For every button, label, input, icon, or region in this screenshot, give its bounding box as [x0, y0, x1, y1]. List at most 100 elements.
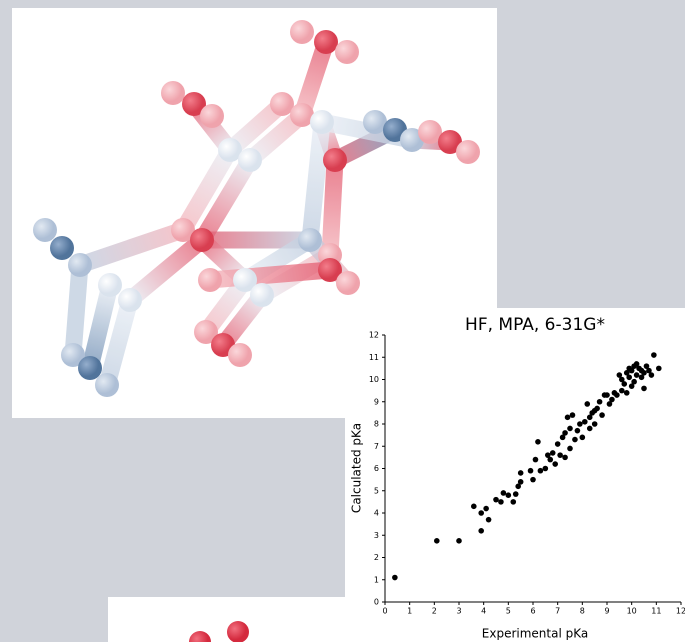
point [584, 401, 590, 407]
point [572, 437, 578, 443]
point [434, 538, 440, 544]
x-tick-label: 8 [580, 607, 585, 616]
atom [68, 253, 92, 277]
bond [330, 160, 335, 255]
atom [335, 40, 359, 64]
point [624, 390, 630, 396]
point [594, 406, 600, 412]
y-axis-label: Calculated pKa [350, 423, 364, 513]
point [597, 399, 603, 405]
point [656, 366, 662, 372]
point [518, 470, 524, 476]
x-tick-label: 12 [676, 607, 685, 616]
point [641, 386, 647, 392]
chart-title: HF, MPA, 6-31G* [465, 315, 605, 335]
point [565, 415, 571, 421]
x-tick-label: 5 [506, 607, 511, 616]
point [498, 499, 504, 505]
point [599, 412, 605, 418]
x-tick-label: 0 [382, 607, 387, 616]
point [639, 368, 645, 374]
atom [95, 373, 119, 397]
point [577, 421, 583, 427]
point [493, 497, 499, 503]
bond [310, 122, 322, 240]
y-tick-label: 0 [374, 598, 379, 607]
atom [310, 110, 334, 134]
point [557, 452, 563, 458]
atom [323, 148, 347, 172]
y-tick-label: 1 [374, 575, 379, 584]
y-tick-label: 5 [374, 486, 379, 495]
point [626, 366, 632, 372]
x-tick-label: 2 [432, 607, 437, 616]
point [506, 492, 512, 498]
point [570, 412, 576, 418]
point [555, 441, 561, 447]
x-tick-label: 9 [604, 607, 609, 616]
atom [78, 356, 102, 380]
point [530, 477, 536, 483]
point [471, 504, 477, 510]
atom [336, 271, 360, 295]
y-tick-label: 7 [374, 442, 379, 451]
y-tick-label: 4 [374, 509, 379, 518]
atom [118, 288, 142, 312]
atom [98, 273, 122, 297]
point [478, 510, 484, 516]
y-tick-label: 9 [374, 397, 379, 406]
atom [33, 218, 57, 242]
point [547, 457, 553, 463]
point [478, 528, 484, 534]
atom [50, 236, 74, 260]
y-tick-label: 2 [374, 553, 379, 562]
point [649, 372, 655, 378]
point [634, 361, 640, 367]
point [535, 439, 541, 445]
y-tick-label: 3 [374, 531, 379, 540]
point [562, 455, 568, 461]
y-tick-label: 8 [374, 420, 379, 429]
point [550, 450, 556, 456]
atom [238, 148, 262, 172]
y-tick-label: 11 [369, 353, 379, 362]
atom [227, 621, 249, 642]
page: {"chart_data": {"type": "scatter", "titl… [0, 0, 685, 642]
point [456, 538, 462, 544]
point [567, 446, 573, 452]
point [614, 392, 620, 398]
point [634, 372, 640, 378]
point [543, 466, 549, 472]
point [533, 457, 539, 463]
x-tick-label: 11 [651, 607, 661, 616]
atom [228, 343, 252, 367]
point [575, 428, 581, 434]
x-tick-label: 4 [481, 607, 486, 616]
point [483, 506, 489, 512]
point [621, 381, 627, 387]
y-tick-label: 12 [369, 331, 379, 340]
x-tick-label: 1 [407, 607, 412, 616]
point [651, 352, 657, 358]
point [538, 468, 544, 474]
point [619, 388, 625, 394]
atom [250, 283, 274, 307]
screenshot: HF, MPA, 6-31G* Experimental pKa Calcula… [0, 0, 685, 642]
point [582, 419, 588, 425]
bond [210, 270, 330, 280]
atom [298, 228, 322, 252]
point [510, 499, 516, 505]
point [567, 426, 573, 432]
point [562, 430, 568, 436]
atom [161, 81, 185, 105]
point [501, 490, 507, 496]
x-axis-label: Experimental pKa [482, 627, 588, 641]
atom [190, 228, 214, 252]
molecule-panel [108, 597, 345, 642]
point [626, 374, 632, 380]
atom [200, 104, 224, 128]
x-tick-label: 3 [456, 607, 461, 616]
point [587, 426, 593, 432]
bond [73, 265, 80, 355]
point [604, 392, 610, 398]
